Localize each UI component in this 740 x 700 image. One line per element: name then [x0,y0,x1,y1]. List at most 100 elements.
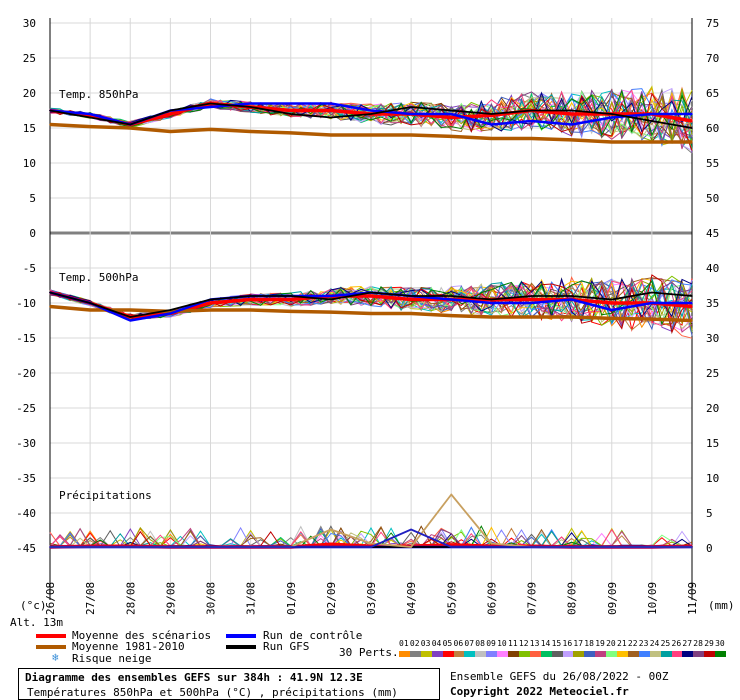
series-point [570,298,573,301]
pert-number: 05 [442,639,453,648]
label-precip: Précipitations [59,489,152,502]
series-point [611,302,613,304]
tick-right: 25 [706,367,719,380]
tick-x: 04/09 [405,582,418,615]
pert-number: 20 [606,639,616,648]
tick-right: 10 [706,472,719,485]
series-point [570,123,573,126]
series-point [530,120,533,122]
series-point [89,302,91,304]
series-point [691,302,693,304]
pert-number: 03 [420,639,431,648]
series-point [49,305,51,308]
pert-color-cell [540,651,552,657]
pert-number: 15 [551,639,562,648]
series-point [169,312,172,315]
series-point [330,109,332,112]
series-point [490,123,493,126]
series-point [249,309,252,311]
pert-number: 25 [660,639,671,648]
pert-number: 02 [409,639,420,648]
tick-left: -20 [16,367,36,380]
series-point [209,309,212,311]
tick-x: 06/09 [485,582,498,615]
series-point [330,102,332,105]
tick-x: 11/09 [686,582,699,615]
pert-number: 30 [715,639,725,648]
series-point [611,141,613,143]
pert-number: 22 [627,639,638,648]
tick-left: 10 [23,157,36,170]
tick-x: 09/09 [606,582,619,615]
tick-right: 75 [706,17,719,30]
pert-color-cell [420,651,432,657]
tick-left: -30 [16,437,36,450]
tick-x: 31/08 [245,582,258,615]
pert-color-cell [704,651,716,657]
tick-left: 25 [23,52,36,65]
series-point [490,113,493,115]
tick-x: 02/09 [325,582,338,615]
pert-number: 28 [693,639,703,648]
series-point [49,546,51,548]
tick-x: 30/08 [205,582,218,615]
pert-color-cell [551,651,563,657]
series-point [89,125,91,128]
pert-color-cell [475,651,487,657]
pert-color-cell [486,651,498,657]
series-point [530,316,533,318]
footer-title: Diagramme des ensembles GEFS sur 384h : … [25,671,363,684]
tick-left: 15 [23,122,36,135]
series-point [330,528,332,531]
series-point [249,295,252,297]
tick-x: 28/08 [124,582,137,615]
tick-left: 0 [29,227,36,240]
pert-number: 27 [682,639,693,648]
series-point [450,135,453,138]
pert-color-cell [497,651,509,657]
pert-number: 06 [453,639,464,648]
pert-color-cell [606,651,618,657]
series-point [330,546,332,548]
series-point [450,113,453,115]
pert-color-cell [682,651,694,657]
series-point [651,546,653,548]
pert-color-cell [573,651,585,657]
series-point [209,106,212,108]
pert-color-cell [671,651,683,657]
series-point [530,137,533,140]
series-point [169,309,172,311]
series-point [611,298,613,301]
pert-color-cell [453,651,465,657]
series-point [611,113,613,115]
series-point [530,298,533,301]
series-point [490,316,493,318]
series-point [330,116,332,119]
series-point [169,310,172,313]
series-point [290,546,292,548]
tick-x: 26/08 [44,582,57,615]
pert-color-cell [660,651,672,657]
legend-gfs-label: Run GFS [263,640,310,653]
series-point [129,127,132,129]
series-point [570,316,573,318]
pert-number: 12 [518,639,529,648]
series-point [410,546,412,548]
series-point [209,546,212,548]
tick-right: 20 [706,402,719,415]
series-point [691,305,693,308]
run-info: Ensemble GEFS du 26/08/2022 - 00Z [450,670,669,683]
series-point [129,316,132,318]
pert-number: 14 [540,639,551,648]
tick-right: 45 [706,227,719,240]
unit-left: (°c) [20,599,47,612]
tick-left: 20 [23,87,36,100]
series-point [651,291,653,294]
series-point [611,546,613,548]
series-point [249,106,252,108]
series-point [249,298,252,301]
tick-x: 27/08 [84,582,97,615]
tick-x: 05/09 [445,582,458,615]
series-point [410,528,412,531]
legend-gfs-swatch [226,645,256,649]
